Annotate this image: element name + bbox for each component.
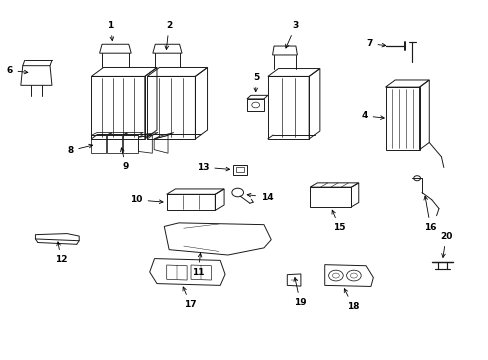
Text: 7: 7 xyxy=(366,39,385,48)
Text: 8: 8 xyxy=(67,144,92,155)
Text: 11: 11 xyxy=(192,253,204,277)
Text: 14: 14 xyxy=(247,193,273,202)
Text: 6: 6 xyxy=(6,66,28,75)
Text: 20: 20 xyxy=(439,232,451,257)
Text: 15: 15 xyxy=(331,210,345,232)
Text: 9: 9 xyxy=(120,148,129,171)
Text: 4: 4 xyxy=(361,111,384,120)
Text: 13: 13 xyxy=(197,163,229,172)
Text: 16: 16 xyxy=(423,196,436,232)
Text: 10: 10 xyxy=(130,195,163,204)
Text: 3: 3 xyxy=(285,21,298,48)
Text: 19: 19 xyxy=(293,278,306,307)
Text: 17: 17 xyxy=(183,287,197,309)
Text: 1: 1 xyxy=(107,21,113,41)
Text: 18: 18 xyxy=(344,289,358,311)
Text: 12: 12 xyxy=(55,242,67,264)
Text: 5: 5 xyxy=(252,73,259,92)
Text: 2: 2 xyxy=(164,21,172,50)
